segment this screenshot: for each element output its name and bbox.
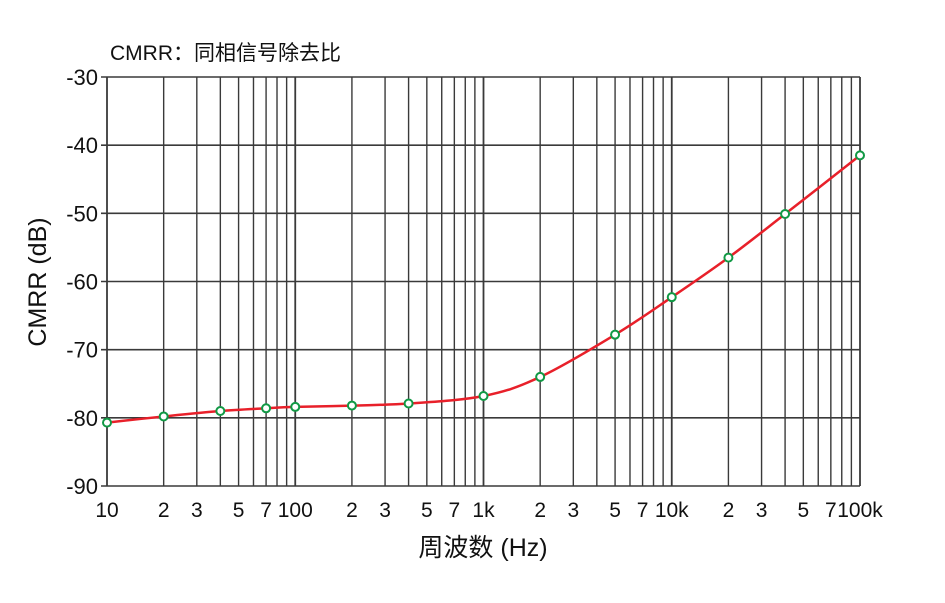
chart-title: CMRR：同相信号除去比 [110,42,341,65]
x-tick-label: 5 [797,499,809,522]
x-tick-label: 10k [655,499,689,522]
x-tick-label: 7 [260,499,272,522]
y-tick-label: -70 [66,338,98,363]
y-axis-label: CMRR (dB) [24,217,52,346]
x-tick-label: 5 [233,499,245,522]
x-tick-label: 7 [637,499,649,522]
data-point [666,292,677,303]
x-tick-label: 2 [346,499,358,522]
x-tick-label: 10 [95,499,118,522]
x-tick-label: 3 [567,499,579,522]
data-point [855,150,865,161]
data-point [158,411,169,422]
data-point [346,400,357,411]
data-point [290,401,301,412]
x-tick-label: 5 [609,499,621,522]
y-tick-labels: -30 -40 -50 -60 -70 -80 -90 [66,65,98,499]
x-tick-label: 7 [825,499,837,522]
y-tick-label: -40 [66,133,98,158]
x-tick-label: 2 [723,499,735,522]
data-point [261,403,272,414]
data-point [478,391,489,402]
x-tick-label: 1k [472,499,495,522]
x-tick-label: 2 [158,499,170,522]
data-point [403,398,414,409]
data-point [535,371,546,382]
y-tick-label: -30 [66,65,98,90]
data-point [215,406,226,417]
x-tick-label: 100k [837,499,883,522]
x-tick-label: 5 [421,499,433,522]
y-tick-label: -60 [66,270,98,295]
y-tick-label: -90 [66,474,98,499]
x-tick-label: 3 [756,499,768,522]
y-tick-label: -50 [66,201,98,226]
x-tick-label: 3 [379,499,391,522]
x-tick-label: 7 [448,499,460,522]
x-tick-label: 2 [534,499,546,522]
y-tick-label: -80 [66,406,98,431]
grid [101,76,861,487]
data-point [610,329,621,340]
data-point [723,252,734,263]
data-point [102,417,112,428]
x-tick-label: 3 [191,499,203,522]
data-point [780,209,791,220]
x-tick-label: 100 [278,499,313,522]
data-markers [102,150,865,428]
x-axis-label: 周波数 (Hz) [418,534,547,562]
x-tick-labels: 10 2 3 5 7 100 2 3 5 7 1k 2 3 5 7 10k 2 3 5 7 100k [95,499,883,522]
